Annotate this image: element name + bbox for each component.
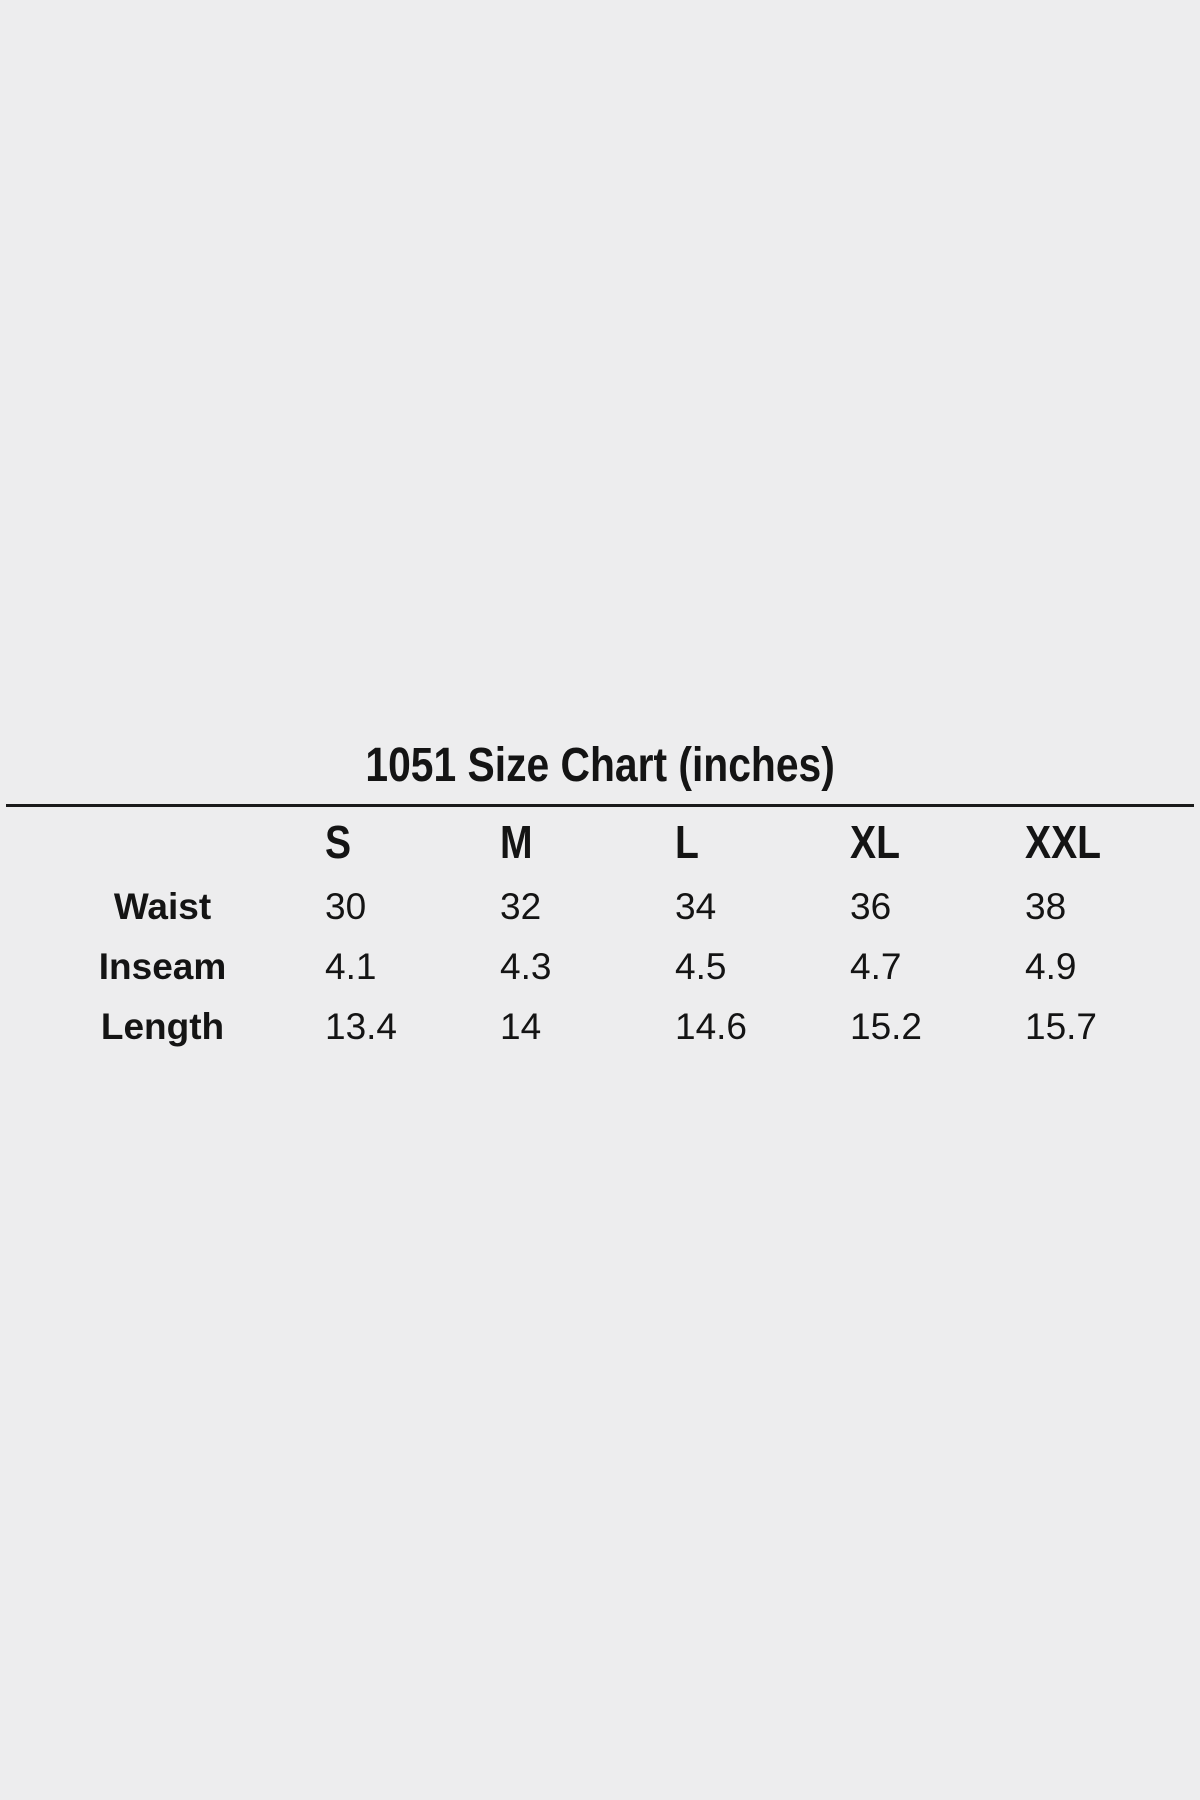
column-header-s: S (325, 807, 500, 877)
cell-inseam-l: 4.5 (675, 946, 727, 987)
column-header-xl: XL (850, 807, 1025, 877)
title-divider (6, 804, 1194, 807)
cell-waist-m: 32 (500, 886, 542, 927)
cell-inseam-m: 4.3 (500, 946, 552, 987)
cell-length-s: 13.4 (325, 1006, 398, 1047)
cell-waist-s: 30 (325, 886, 367, 927)
column-header-l-label: L (675, 816, 699, 868)
cell-inseam-xxl: 4.9 (1025, 946, 1077, 987)
column-header-s-label: S (325, 816, 352, 868)
size-chart: 1051 Size Chart (inches) S M L XL XXL Wa… (0, 738, 1200, 1057)
row-label-waist: Waist (113, 886, 212, 927)
cell-length-m: 14 (500, 1006, 542, 1047)
column-header-m: M (500, 807, 675, 877)
column-header-xxl: XXL (1025, 807, 1200, 877)
cell-waist-l: 34 (675, 886, 717, 927)
cell-inseam-xl: 4.7 (850, 946, 902, 987)
cell-inseam-s: 4.1 (325, 946, 377, 987)
column-header-l: L (675, 807, 850, 877)
size-chart-title: 1051 Size Chart (inches) (0, 738, 1200, 794)
column-header-m-label: M (500, 816, 533, 868)
column-header-xl-label: XL (850, 816, 900, 868)
cell-waist-xxl: 38 (1025, 886, 1067, 927)
cell-length-xxl: 15.7 (1025, 1006, 1098, 1047)
cell-waist-xl: 36 (850, 886, 892, 927)
row-label-inseam: Inseam (98, 946, 227, 987)
size-table: S M L XL XXL Waist 30 32 34 36 38 Inseam (0, 807, 1200, 1057)
size-chart-title-text: 1051 Size Chart (inches) (365, 739, 835, 792)
cell-length-xl: 15.2 (850, 1006, 923, 1047)
column-header-xxl-label: XXL (1025, 816, 1102, 868)
row-label-length: Length (100, 1006, 225, 1047)
table-corner-cell (0, 807, 325, 877)
cell-length-l: 14.6 (675, 1006, 748, 1047)
